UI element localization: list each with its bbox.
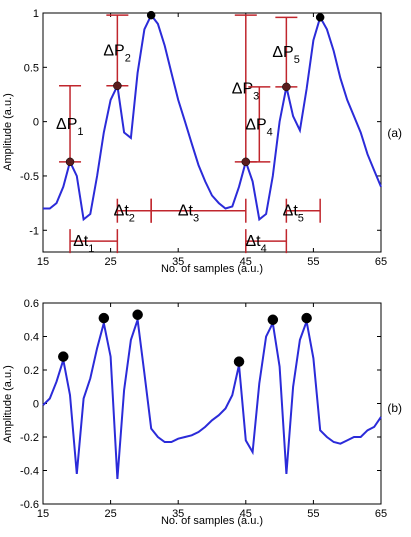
peak-marker <box>233 356 245 367</box>
y-tick-label: 0 <box>33 117 39 129</box>
peak-marker <box>282 82 291 92</box>
y-tick-label: -1 <box>29 225 39 237</box>
delta-t-label: Δt3 <box>178 203 199 225</box>
peak-marker <box>267 314 279 325</box>
peak-marker <box>315 13 325 22</box>
x-tick-label: 55 <box>307 256 319 268</box>
x-tick-label: 25 <box>104 256 116 268</box>
x-ticks-a: 15 25 35 45 55 65 <box>37 13 387 268</box>
delta-p-label: ΔP4 <box>245 116 272 138</box>
peak-marker <box>65 157 75 167</box>
x-tick-label: 45 <box>240 256 252 268</box>
x-tick-label: 65 <box>375 256 387 268</box>
panel-a: -1 -0.5 0 0.5 1 15 25 35 45 55 65 ΔP1 ΔP2 ΔP3 ΔP4 ΔP5… <box>2 8 402 275</box>
peak-marker <box>132 309 143 320</box>
panel-label-b: (b) <box>387 401 402 415</box>
x-ticks-b: 15 25 35 45 55 65 <box>37 303 387 520</box>
x-tick-label: 35 <box>172 508 184 520</box>
x-tick-label: 65 <box>375 508 387 520</box>
peak-marker <box>98 312 110 324</box>
x-axis-label-a: No. of samples (a.u.) <box>161 263 263 275</box>
y-axis-label-a: Amplitude (a.u.) <box>2 93 14 171</box>
x-tick-label: 55 <box>307 508 319 520</box>
x-tick-label: 15 <box>37 508 49 520</box>
delta-p-label: ΔP5 <box>272 44 299 66</box>
y-tick-label: -0.4 <box>20 466 39 478</box>
y-ticks-b: -0.6 -0.4 -0.2 0 0.2 0.4 0.6 <box>20 298 381 511</box>
y-tick-label: -0.5 <box>20 171 39 183</box>
y-tick-label: 0 <box>33 399 39 411</box>
signal-line-a <box>43 13 382 222</box>
peak-marker <box>146 10 156 20</box>
y-tick-label: 0.5 <box>24 62 39 74</box>
plot-frame-b <box>42 302 382 505</box>
y-tick-label: 0.4 <box>24 332 39 344</box>
y-tick-label: -0.6 <box>20 499 39 511</box>
y-tick-label: -0.2 <box>20 432 39 444</box>
delta-p-label: ΔP1 <box>56 116 83 138</box>
plot-frame-a <box>42 12 382 253</box>
y-tick-label: 0.6 <box>24 298 39 310</box>
x-axis-label-b: No. of samples (a.u.) <box>161 515 263 527</box>
y-tick-label: 0.2 <box>24 365 39 377</box>
peak-markers-b <box>58 309 312 367</box>
peak-marker <box>58 351 69 362</box>
y-ticks-a: -1 -0.5 0 0.5 1 <box>20 8 381 237</box>
x-tick-label: 45 <box>240 508 252 520</box>
y-axis-label-b: Amplitude (a.u.) <box>2 365 14 443</box>
x-tick-label: 35 <box>172 256 184 268</box>
signal-line-b <box>42 317 382 479</box>
panel-b: -0.6 -0.4 -0.2 0 0.2 0.4 0.6 15 25 35 45 55 65 No. … <box>2 298 402 527</box>
peak-markers-a <box>65 10 325 167</box>
x-tick-label: 15 <box>37 256 49 268</box>
peak-marker <box>241 157 251 167</box>
peak-marker <box>301 312 312 324</box>
peak-marker <box>113 81 122 91</box>
delta-p-label: ΔP3 <box>232 81 259 103</box>
panel-label-a: (a) <box>387 126 402 140</box>
delta-p-label: ΔP2 <box>103 42 130 64</box>
y-tick-label: 1 <box>33 8 39 20</box>
x-tick-label: 25 <box>104 508 116 520</box>
